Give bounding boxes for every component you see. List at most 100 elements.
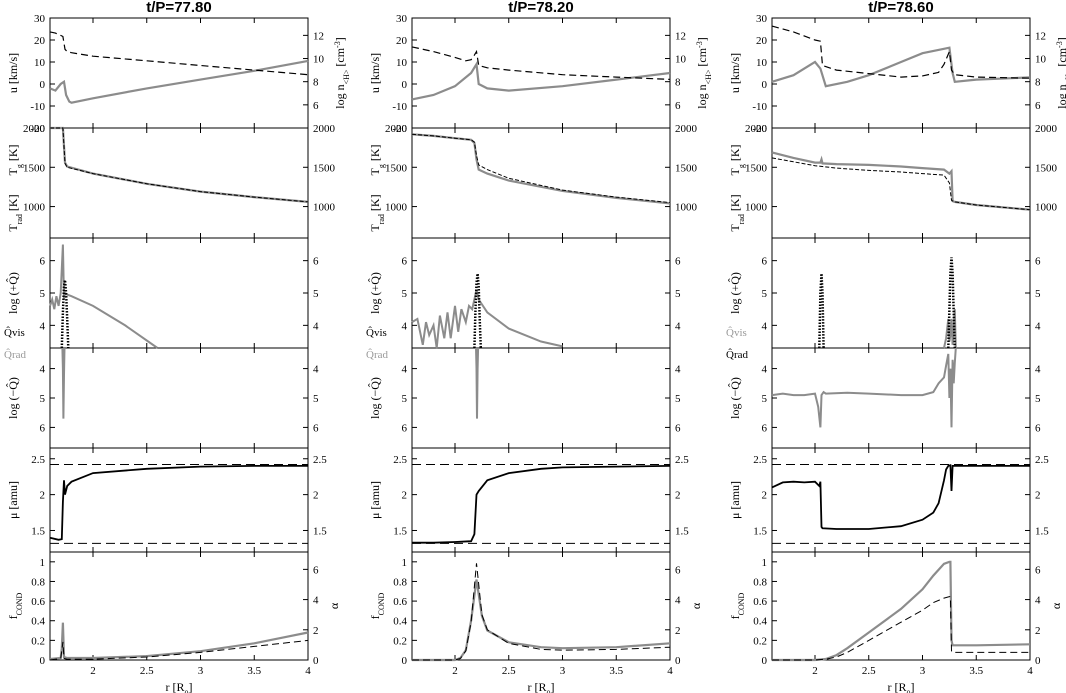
column-title: t/P=78.20 (508, 0, 573, 16)
y-tick-label: 0.2 (31, 635, 45, 647)
panel-frame (771, 551, 1031, 661)
y2-tick-label: 6 (675, 422, 681, 434)
y-tick-label: -20 (392, 123, 407, 135)
panel-frame (49, 127, 309, 239)
y2-tick-label: 4 (1035, 595, 1041, 607)
panel-frame (411, 551, 671, 661)
y2-tick-label: 12 (1035, 30, 1046, 42)
y2-tick-label: 4 (313, 320, 319, 332)
y2-tick-label: 6 (313, 422, 319, 434)
y2-tick-label: 5 (1035, 393, 1041, 405)
y-tick-label: 2.5 (31, 454, 45, 466)
y2-axis-label-n: log n<H> [cm-3] (333, 37, 351, 108)
x-tick-label: 2.5 (140, 665, 154, 677)
y-axis-label-tg: Tg [K] (368, 144, 386, 175)
y-tick-label: 0.8 (31, 576, 45, 588)
y2-tick-label: 6 (675, 256, 681, 268)
y-axis-label-qneg: log (−Q̂) (368, 377, 382, 419)
y-tick-label: 10 (396, 57, 408, 69)
y2-tick-label: 1500 (675, 162, 698, 174)
y-tick-label: 0.8 (393, 576, 407, 588)
y-tick-label: 1 (762, 557, 768, 569)
x-tick-label: 2 (812, 665, 818, 677)
y-tick-label: 1000 (385, 202, 408, 214)
y-tick-label: 0 (40, 655, 46, 667)
y-tick-label: 2 (40, 490, 46, 502)
y2-tick-label: 12 (313, 30, 324, 42)
y2-tick-label: 5 (675, 288, 681, 300)
series-qneg (61, 347, 66, 419)
y2-axis-label-alpha: α (327, 602, 341, 609)
y-tick-label: 5 (40, 393, 46, 405)
y2-tick-label: 1.5 (1035, 525, 1049, 537)
x-tick-label: 2 (452, 665, 458, 677)
series-qvis (60, 279, 70, 349)
panel-frame (771, 17, 1031, 129)
y2-tick-label: 6 (313, 564, 319, 576)
y-tick-label: 0.4 (753, 616, 767, 628)
y2-tick-label: 2000 (313, 123, 336, 135)
y-tick-label: 1500 (23, 162, 46, 174)
y2-tick-label: 2 (313, 490, 319, 502)
y-tick-label: 4 (40, 364, 46, 376)
x-axis-label: r [R0] (166, 680, 193, 693)
legend-qrad: Q̂rad (366, 348, 388, 361)
series-alpha (49, 639, 309, 661)
series-qvis (818, 273, 825, 349)
y2-tick-label: 1.5 (675, 525, 689, 537)
y-axis-label-mu: μ [amu] (6, 481, 20, 519)
y-tick-label: 30 (34, 13, 46, 25)
y-tick-label: 5 (402, 393, 408, 405)
y2-tick-label: 12 (675, 30, 686, 42)
y-axis-label-qpos: log (+Q̂) (368, 272, 382, 314)
series-tg (50, 126, 309, 203)
y2-tick-label: 6 (1035, 422, 1041, 434)
y-tick-label: 0.6 (393, 596, 407, 608)
y-tick-label: 0.2 (753, 635, 767, 647)
x-tick-label: 2.5 (862, 665, 876, 677)
x-tick-label: 3.5 (969, 665, 983, 677)
y2-tick-label: 4 (313, 595, 319, 607)
y-axis-label-mu: μ [amu] (368, 481, 382, 519)
series-qvis-2 (947, 257, 957, 349)
panel-frame (411, 347, 671, 449)
series-u (771, 46, 1031, 88)
series-trad (411, 133, 671, 204)
y-tick-label: 0.2 (393, 635, 407, 647)
y-tick-label: 2 (402, 490, 408, 502)
series-tg (771, 151, 1031, 211)
y2-tick-label: 8 (675, 77, 681, 89)
series-qneg (771, 347, 957, 428)
y-tick-label: 0 (762, 655, 768, 667)
y-tick-label: 4 (40, 320, 46, 332)
y2-tick-label: 1500 (1035, 162, 1058, 174)
y2-tick-label: 6 (675, 564, 681, 576)
y2-tick-label: 5 (313, 393, 319, 405)
y-tick-label: 10 (34, 57, 46, 69)
y-tick-label: 4 (402, 364, 408, 376)
y2-tick-label: 10 (675, 54, 687, 66)
y-tick-label: 0.4 (31, 616, 45, 628)
y-tick-label: 6 (762, 422, 768, 434)
y-tick-label: 4 (762, 320, 768, 332)
y-tick-label: 30 (396, 13, 408, 25)
y-axis-label-tg: Tg [K] (6, 144, 24, 175)
y-tick-label: 1.5 (31, 525, 45, 537)
y2-tick-label: 2 (675, 625, 681, 637)
x-axis-label: r [R0] (888, 680, 915, 693)
y-tick-label: 2 (762, 490, 768, 502)
y-axis-label-u: u [km/s] (728, 53, 742, 93)
y-tick-label: 1 (40, 557, 46, 569)
y2-tick-label: 2.5 (313, 454, 327, 466)
y2-axis-label-alpha: α (689, 602, 703, 609)
y2-tick-label: 2.5 (675, 454, 689, 466)
series-trad (50, 127, 309, 203)
y2-tick-label: 0 (313, 655, 319, 667)
y2-tick-label: 10 (1035, 54, 1047, 66)
y-tick-label: 2000 (23, 123, 46, 135)
y2-tick-label: 0 (1035, 655, 1041, 667)
y-axis-label-u: u [km/s] (368, 53, 382, 93)
y-tick-label: 1500 (385, 162, 408, 174)
y-tick-label: 4 (762, 364, 768, 376)
